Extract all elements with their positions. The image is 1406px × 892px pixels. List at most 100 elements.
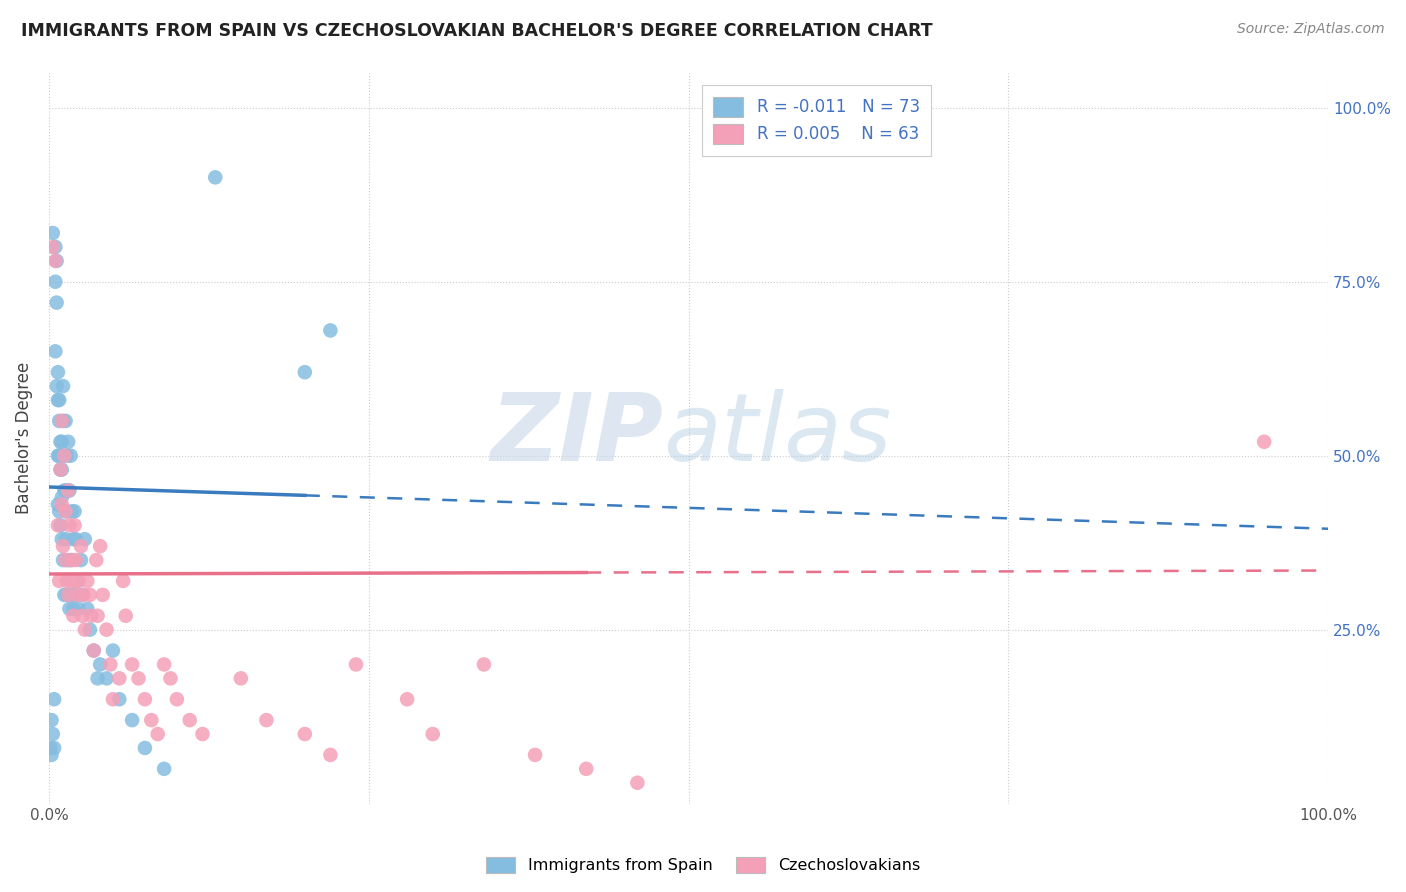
Point: [56, 449, 79, 463]
Point: [83, 643, 105, 657]
Point: [59, 449, 82, 463]
Point: [49, 462, 72, 476]
Point: [56, 574, 79, 588]
Point: [46, 518, 69, 533]
Point: [100, 657, 122, 672]
Point: [70, 553, 93, 567]
Point: [56, 504, 79, 518]
Point: [191, 727, 214, 741]
Point: [63, 504, 86, 518]
Point: [121, 713, 143, 727]
Point: [72, 588, 94, 602]
Point: [39, 741, 62, 756]
Point: [42, 692, 65, 706]
Point: [76, 601, 98, 615]
Legend: Immigrants from Spain, Czechoslovakians: Immigrants from Spain, Czechoslovakians: [479, 850, 927, 880]
Point: [134, 741, 156, 756]
Point: [44, 275, 66, 289]
Point: [112, 574, 135, 588]
Point: [294, 727, 316, 741]
Point: [166, 692, 188, 706]
Point: [51, 497, 73, 511]
Point: [53, 449, 76, 463]
Point: [153, 657, 176, 672]
Point: [84, 553, 107, 567]
Point: [63, 518, 86, 533]
Point: [51, 462, 73, 476]
Point: [48, 574, 70, 588]
Point: [56, 588, 79, 602]
Point: [65, 553, 87, 567]
Point: [49, 462, 72, 476]
Point: [48, 414, 70, 428]
Point: [67, 574, 90, 588]
Point: [108, 692, 131, 706]
Point: [319, 747, 342, 762]
Point: [108, 672, 131, 686]
Point: [229, 672, 252, 686]
Point: [60, 588, 83, 602]
Point: [159, 672, 181, 686]
Point: [86, 672, 108, 686]
Point: [48, 392, 70, 407]
Point: [128, 672, 150, 686]
Point: [59, 574, 82, 588]
Y-axis label: Bachelor's Degree: Bachelor's Degree: [15, 362, 32, 515]
Point: [66, 588, 89, 602]
Point: [42, 226, 65, 240]
Point: [49, 434, 72, 449]
Point: [56, 483, 79, 498]
Text: Source: ZipAtlas.com: Source: ZipAtlas.com: [1237, 22, 1385, 37]
Point: [121, 657, 143, 672]
Point: [42, 240, 65, 254]
Point: [44, 240, 66, 254]
Point: [294, 365, 316, 379]
Point: [63, 588, 86, 602]
Point: [344, 657, 367, 672]
Text: IMMIGRANTS FROM SPAIN VS CZECHOSLOVAKIAN BACHELOR'S DEGREE CORRELATION CHART: IMMIGRANTS FROM SPAIN VS CZECHOSLOVAKIAN…: [21, 22, 932, 40]
Point: [56, 588, 79, 602]
Point: [56, 553, 79, 567]
Point: [53, 483, 76, 498]
Point: [66, 574, 89, 588]
Point: [80, 608, 103, 623]
Point: [396, 692, 419, 706]
Point: [45, 379, 67, 393]
Point: [575, 762, 598, 776]
Point: [59, 553, 82, 567]
Point: [524, 747, 547, 762]
Point: [44, 344, 66, 359]
Point: [51, 491, 73, 505]
Point: [63, 574, 86, 588]
Point: [60, 504, 83, 518]
Point: [55, 553, 77, 567]
Point: [41, 747, 63, 762]
Point: [41, 713, 63, 727]
Point: [319, 323, 342, 337]
Point: [79, 588, 101, 602]
Point: [89, 539, 111, 553]
Point: [46, 449, 69, 463]
Point: [42, 727, 65, 741]
Point: [48, 504, 70, 518]
Point: [146, 727, 169, 741]
Point: [52, 553, 75, 567]
Point: [422, 727, 444, 741]
Point: [52, 379, 75, 393]
Point: [56, 434, 79, 449]
Legend: R = -0.011   N = 73, R = 0.005    N = 63: R = -0.011 N = 73, R = 0.005 N = 63: [702, 85, 931, 155]
Point: [101, 692, 124, 706]
Point: [49, 518, 72, 533]
Point: [51, 532, 73, 546]
Point: [79, 623, 101, 637]
Text: ZIP: ZIP: [491, 389, 664, 481]
Point: [55, 414, 77, 428]
Point: [83, 643, 105, 657]
Point: [45, 253, 67, 268]
Point: [58, 518, 80, 533]
Point: [141, 713, 163, 727]
Point: [1253, 434, 1275, 449]
Point: [62, 601, 84, 615]
Point: [89, 657, 111, 672]
Point: [204, 170, 226, 185]
